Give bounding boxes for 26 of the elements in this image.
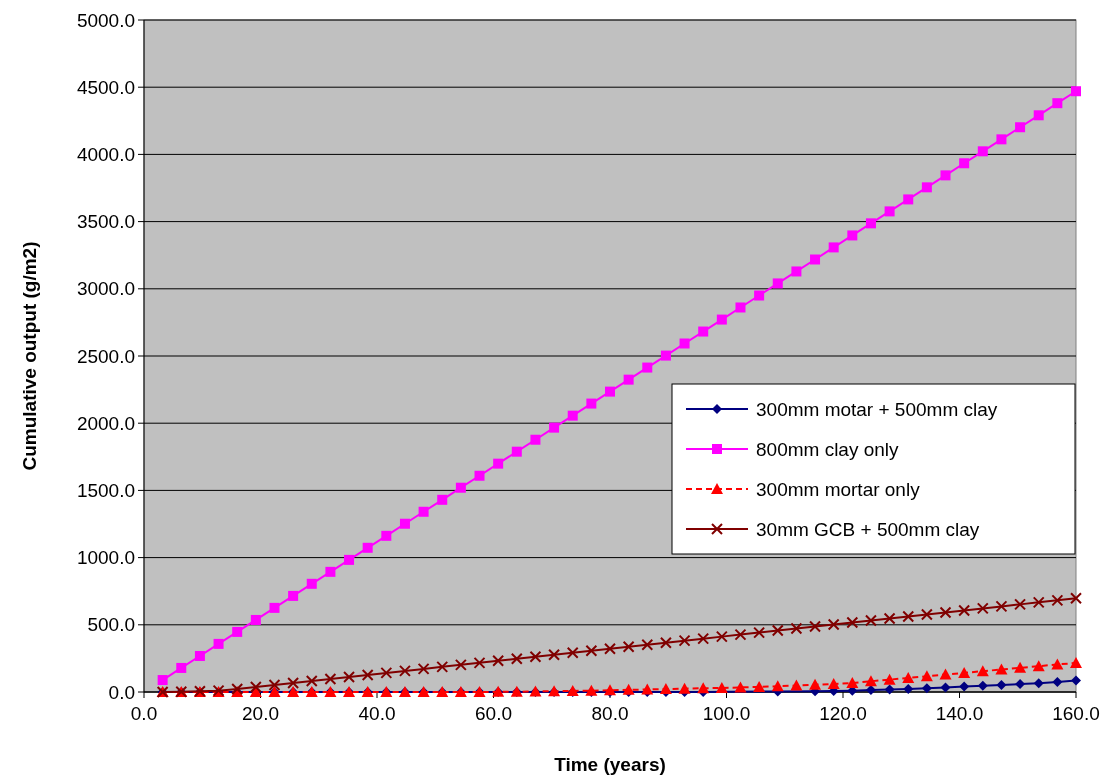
y-tick-label: 3000.0 [76,278,135,300]
x-tick-label: 40.0 [358,703,396,724]
y-tick-label: 2000.0 [76,412,135,434]
legend-label: 800mm clay only [756,438,900,460]
legend-label: 30mm GCB + 500mm clay [756,518,980,540]
y-tick-label: 1000.0 [76,547,135,569]
x-tick-label: 80.0 [591,703,629,724]
x-tick-label: 60.0 [475,703,512,724]
x-tick-label: 0.0 [130,703,158,724]
x-tick-label: 100.0 [702,703,751,724]
x-axis-title: Time (years) [554,754,666,775]
y-tick-label: 500.0 [87,614,135,636]
legend-label: 300mm motar + 500mm clay [756,398,998,420]
y-tick-label: 3500.0 [76,211,135,233]
y-tick-label: 0.0 [108,681,135,703]
y-tick-label: 4500.0 [76,76,135,98]
x-tick-label: 140.0 [935,703,984,724]
x-tick-label: 120.0 [819,703,867,724]
x-tick-label: 20.0 [242,703,279,724]
y-tick-label: 5000.0 [76,9,135,31]
y-tick-label: 4000.0 [76,144,135,166]
x-tick-label: 160.0 [1052,703,1100,724]
legend-label: 300mm mortar only [756,478,921,500]
y-tick-label: 1500.0 [76,480,135,502]
y-axis-title: Cumulative output (g/m2) [19,241,40,471]
y-tick-label: 2500.0 [76,345,135,367]
